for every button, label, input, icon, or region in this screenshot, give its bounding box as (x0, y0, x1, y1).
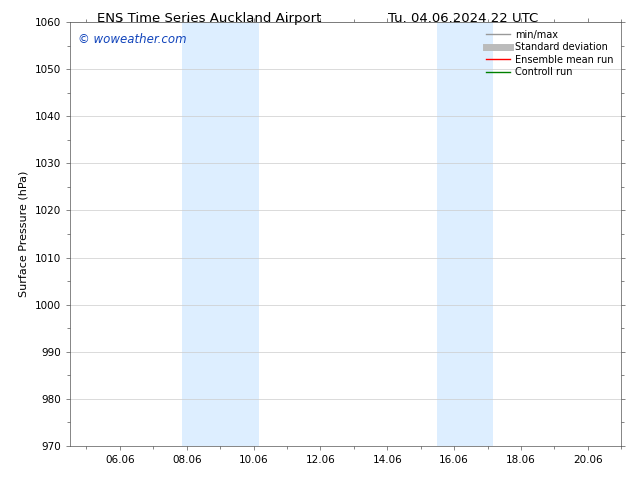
Bar (182, 22, 259, 446)
Bar (437, 22, 493, 446)
Text: ENS Time Series Auckland Airport: ENS Time Series Auckland Airport (97, 12, 321, 25)
Text: © woweather.com: © woweather.com (78, 33, 186, 46)
Text: Tu. 04.06.2024 22 UTC: Tu. 04.06.2024 22 UTC (388, 12, 538, 25)
Legend: min/max, Standard deviation, Ensemble mean run, Controll run: min/max, Standard deviation, Ensemble me… (483, 27, 616, 80)
Y-axis label: Surface Pressure (hPa): Surface Pressure (hPa) (19, 171, 29, 297)
